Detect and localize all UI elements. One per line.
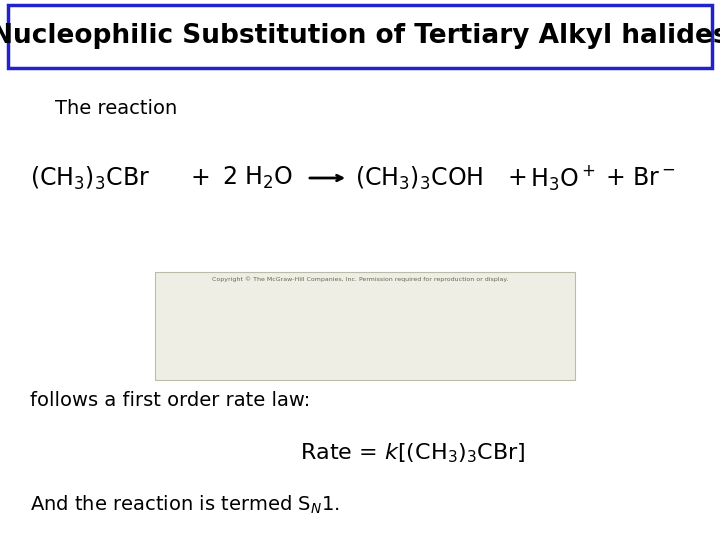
Text: $+$: $+$: [606, 166, 625, 190]
Text: And the reaction is termed S$_N$1.: And the reaction is termed S$_N$1.: [30, 494, 340, 516]
Text: Nucleophilic Substitution of Tertiary Alkyl halides: Nucleophilic Substitution of Tertiary Al…: [0, 23, 720, 49]
Text: 2 H$_2$O: 2 H$_2$O: [222, 165, 293, 191]
Text: The reaction: The reaction: [55, 98, 177, 118]
Text: Rate = $k$[(CH$_3$)$_3$CBr]: Rate = $k$[(CH$_3$)$_3$CBr]: [300, 441, 526, 465]
Text: O: O: [391, 325, 400, 335]
Text: $+$   H$_3$O$^+$   $+$   Br$^-$: $+$ H$_3$O$^+$ $+$ Br$^-$: [408, 328, 505, 343]
Text: H$_3$O$^+$: H$_3$O$^+$: [530, 164, 595, 193]
Text: H: H: [395, 315, 402, 325]
Text: $+$: $+$: [508, 166, 526, 190]
Text: Br$^-$: Br$^-$: [632, 166, 675, 190]
Text: (CH$_3$)$_3$CBr: (CH$_3$)$_3$CBr: [30, 164, 150, 192]
Text: (CH$_3$)$_3$COH: (CH$_3$)$_3$COH: [355, 164, 483, 192]
Text: —Br: —Br: [220, 331, 242, 341]
Text: Copyright © The McGraw-Hill Companies, Inc. Permission required for reproduction: Copyright © The McGraw-Hill Companies, I…: [212, 276, 508, 282]
Text: + 2H$_2$O: + 2H$_2$O: [263, 329, 304, 343]
Text: follows a first order rate law:: follows a first order rate law:: [30, 390, 310, 409]
Text: $+$: $+$: [190, 166, 210, 190]
